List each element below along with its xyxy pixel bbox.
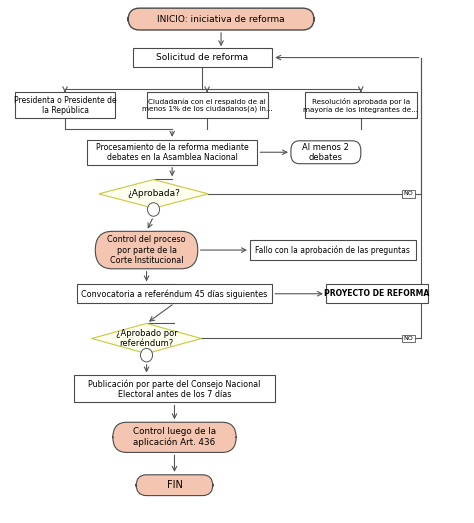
Text: Convocatoria a referéndum 45 días siguientes: Convocatoria a referéndum 45 días siguie… bbox=[82, 289, 268, 299]
Text: Fallo con la aprobación de las preguntas: Fallo con la aprobación de las preguntas bbox=[255, 245, 410, 255]
FancyBboxPatch shape bbox=[136, 475, 213, 496]
Text: Procesamiento de la reforma mediante
debates en la Asamblea Nacional: Procesamiento de la reforma mediante deb… bbox=[96, 143, 248, 162]
Bar bbox=[77, 285, 272, 303]
FancyBboxPatch shape bbox=[291, 141, 361, 164]
Text: Control del proceso
por parte de la
Corte Institucional: Control del proceso por parte de la Cort… bbox=[107, 235, 186, 265]
Text: PROYECTO DE REFORMA: PROYECTO DE REFORMA bbox=[325, 289, 430, 298]
Text: ¿Aprobado por
referéndum?: ¿Aprobado por referéndum? bbox=[116, 329, 177, 348]
Text: Al menos 2
debates: Al menos 2 debates bbox=[302, 143, 349, 162]
Text: Resolución aprobada por la
mayoría de los integrantes de...: Resolución aprobada por la mayoría de lo… bbox=[303, 98, 419, 113]
Bar bbox=[15, 93, 115, 118]
FancyBboxPatch shape bbox=[95, 231, 198, 269]
Text: ¿Aprobada?: ¿Aprobada? bbox=[127, 189, 180, 198]
Text: Publicación por parte del Consejo Nacional
Electoral antes de los 7 días: Publicación por parte del Consejo Nacion… bbox=[88, 379, 261, 399]
Circle shape bbox=[147, 203, 160, 216]
Bar bbox=[87, 140, 257, 165]
Text: Ciudadanía con el respaldo de al
menos 1% de los ciudadanos(a) in...: Ciudadanía con el respaldo de al menos 1… bbox=[142, 98, 273, 112]
Bar bbox=[305, 93, 417, 118]
FancyBboxPatch shape bbox=[128, 8, 314, 30]
Bar bbox=[146, 93, 268, 118]
Bar bbox=[326, 285, 428, 303]
Text: NO: NO bbox=[403, 191, 413, 196]
Text: Control luego de la
aplicación Art. 436: Control luego de la aplicación Art. 436 bbox=[133, 427, 216, 447]
Text: FIN: FIN bbox=[166, 480, 182, 490]
Text: INICIO: iniciativa de reforma: INICIO: iniciativa de reforma bbox=[157, 15, 285, 24]
Text: Solicitud de reforma: Solicitud de reforma bbox=[156, 53, 248, 62]
Polygon shape bbox=[99, 179, 208, 208]
Polygon shape bbox=[92, 323, 201, 354]
Bar bbox=[133, 48, 272, 67]
Bar bbox=[250, 240, 416, 260]
FancyBboxPatch shape bbox=[113, 422, 236, 452]
Text: NO: NO bbox=[403, 336, 413, 341]
Bar bbox=[74, 376, 274, 403]
Circle shape bbox=[140, 348, 153, 362]
Text: Presidenta o Presidente de
la República: Presidenta o Presidente de la República bbox=[14, 96, 116, 115]
